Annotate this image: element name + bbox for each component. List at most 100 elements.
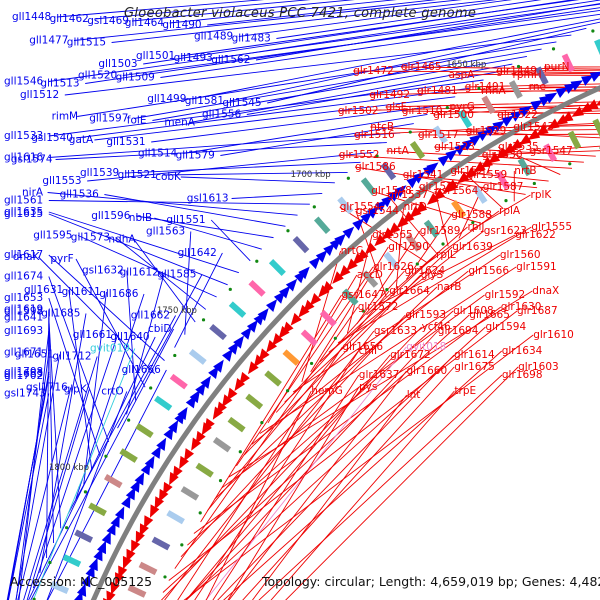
gene-label[interactable]: gll1693 bbox=[4, 325, 43, 337]
gene-label[interactable]: gsr1647 bbox=[342, 289, 385, 301]
gene-label[interactable]: nrtB bbox=[514, 165, 536, 177]
gene-label[interactable]: gll1553 bbox=[42, 175, 81, 187]
gene-label[interactable]: glr1491 bbox=[465, 81, 506, 93]
gene-label[interactable]: rplA bbox=[499, 205, 521, 217]
gene-label[interactable]: gll1616 bbox=[4, 152, 44, 164]
gene-label[interactable]: glr1532 bbox=[419, 181, 460, 193]
gene-label[interactable]: gll1617 bbox=[4, 249, 43, 261]
gene-label[interactable]: glr1465 bbox=[401, 61, 442, 73]
gene-label[interactable]: gll1686 bbox=[99, 288, 139, 300]
gene-label[interactable]: glr1675 bbox=[454, 361, 495, 373]
gene-label[interactable]: rimM bbox=[52, 111, 79, 123]
gene-label[interactable]: glr1529 bbox=[466, 125, 507, 137]
gene-label[interactable]: gll1635 bbox=[4, 206, 43, 218]
gene-label[interactable]: glr1610 bbox=[533, 329, 574, 341]
gene-label[interactable]: glr1516 bbox=[354, 129, 395, 141]
gene-label[interactable]: gll1651 bbox=[15, 349, 54, 361]
gene-label[interactable]: glr1523 bbox=[434, 141, 475, 153]
gene-label[interactable]: gll1512 bbox=[20, 89, 59, 101]
gene-label[interactable]: glr1586 bbox=[355, 161, 396, 173]
gene-label[interactable]: gll1662 bbox=[131, 310, 170, 322]
gene-label[interactable]: glr1472 bbox=[353, 65, 394, 77]
gene-label[interactable]: gll1520 bbox=[78, 70, 117, 82]
gene-label[interactable]: gll1702 bbox=[4, 370, 43, 382]
gene-label[interactable]: gll1539 bbox=[80, 167, 119, 179]
gene-label[interactable]: gsl1716 bbox=[26, 382, 68, 394]
gene-label[interactable]: glr1510 bbox=[402, 105, 443, 117]
gene-label[interactable]: nrtD bbox=[404, 201, 427, 213]
gene-label[interactable]: gll1615 bbox=[4, 208, 43, 220]
gene-label[interactable]: gsr1633 bbox=[374, 325, 417, 337]
gene-label[interactable]: nirA bbox=[22, 187, 44, 199]
gene-label[interactable]: rpmH bbox=[513, 69, 542, 81]
gene-label[interactable]: dnaK bbox=[13, 251, 41, 263]
gene-label[interactable]: gll1666 bbox=[122, 364, 162, 376]
gene-label[interactable]: glr1594 bbox=[486, 321, 527, 333]
gene-label[interactable]: glr1522 bbox=[497, 109, 538, 121]
gene-label[interactable]: gsr1547 bbox=[530, 145, 573, 157]
gene-label[interactable]: glr1698 bbox=[502, 369, 543, 381]
gene-label[interactable]: gll1477 bbox=[29, 35, 68, 47]
gene-label[interactable]: glr1527 bbox=[450, 165, 491, 177]
gene-label[interactable]: gll1581 bbox=[185, 95, 224, 107]
gene-label[interactable]: hemG bbox=[311, 385, 342, 397]
gene-label[interactable]: glr1608 bbox=[453, 305, 494, 317]
gene-label[interactable]: cobK bbox=[155, 171, 182, 183]
gene-label[interactable]: trpE bbox=[454, 385, 476, 397]
gene-label[interactable]: gsl1540 bbox=[31, 132, 73, 144]
gene-label[interactable]: glr1566 bbox=[468, 265, 509, 277]
gene-label[interactable]: rnhA bbox=[481, 85, 506, 97]
gene-label[interactable]: glr1622 bbox=[515, 229, 556, 241]
gene-label[interactable]: accD bbox=[357, 269, 383, 281]
gene-label[interactable]: gll1573 bbox=[71, 232, 110, 244]
gene-label[interactable]: glr1552 bbox=[339, 149, 380, 161]
gene-label[interactable]: glr1639 bbox=[452, 241, 493, 253]
rna-label[interactable]: gvit019 bbox=[90, 343, 130, 355]
gene-label[interactable]: glr1555 bbox=[531, 221, 572, 233]
gene-label[interactable]: gll1489 bbox=[194, 31, 233, 43]
gene-label[interactable]: gll1556 bbox=[202, 109, 242, 121]
gene-label[interactable]: glr1589 bbox=[420, 225, 461, 237]
gene-label[interactable]: glr1665 bbox=[469, 309, 510, 321]
gene-label[interactable]: pyrF bbox=[50, 253, 73, 265]
gene-label[interactable]: rplL bbox=[436, 249, 456, 261]
gene-label[interactable]: lnt bbox=[407, 389, 421, 401]
gene-label[interactable]: gll1661 bbox=[73, 329, 112, 341]
gene-label[interactable]: glr1590 bbox=[388, 241, 429, 253]
gene-label[interactable]: glr1660 bbox=[407, 365, 448, 377]
gene-label[interactable]: gll1509 bbox=[116, 72, 155, 84]
gene-label[interactable]: gll1579 bbox=[176, 150, 215, 162]
gene-label[interactable]: gll1612 bbox=[120, 267, 159, 279]
gene-label[interactable]: aspA bbox=[449, 69, 476, 81]
gene-label[interactable]: gll1653 bbox=[4, 292, 43, 304]
gene-label[interactable]: nblB bbox=[129, 212, 152, 224]
gene-label[interactable]: glr1664 bbox=[389, 285, 430, 297]
gene-label[interactable]: gll1562 bbox=[211, 54, 250, 66]
gene-label[interactable]: ndhA bbox=[108, 234, 136, 246]
gene-label[interactable]: gll1596 bbox=[91, 210, 131, 222]
gene-label[interactable]: glr1530 bbox=[482, 149, 523, 161]
gene-label[interactable]: glpK bbox=[64, 384, 88, 396]
gene-label[interactable]: folE bbox=[127, 115, 147, 127]
gene-label[interactable]: gll1515 bbox=[67, 37, 106, 49]
gene-label[interactable]: glr1560 bbox=[500, 249, 541, 261]
gene-label[interactable]: glr1548 bbox=[371, 185, 412, 197]
gene-label[interactable]: glr1535 bbox=[498, 141, 539, 153]
gene-label[interactable]: glr1634 bbox=[502, 345, 543, 357]
gene-label[interactable]: gll1611 bbox=[62, 286, 101, 298]
gene-label[interactable]: gll1674 bbox=[4, 271, 44, 283]
gene-label[interactable]: glr1541 bbox=[403, 169, 444, 181]
gene-label[interactable]: gll1598 bbox=[4, 306, 43, 318]
gene-label[interactable]: glr1492 bbox=[369, 89, 410, 101]
gene-label[interactable]: gll1595 bbox=[33, 230, 72, 242]
gene-label[interactable]: gsl1574 bbox=[11, 154, 53, 166]
gene-label[interactable]: gsr1623 bbox=[484, 225, 527, 237]
gene-label[interactable]: rplK bbox=[531, 189, 553, 201]
gene-label[interactable]: glr1572 bbox=[358, 301, 399, 313]
rna-label[interactable]: gvit018 bbox=[406, 341, 446, 353]
gene-label[interactable]: gll1561 bbox=[4, 195, 43, 207]
gene-label[interactable]: gll1671 bbox=[4, 347, 43, 359]
gene-label[interactable]: narB bbox=[437, 281, 462, 293]
gene-label[interactable]: gll1631 bbox=[24, 284, 63, 296]
gene-label[interactable]: gll1619 bbox=[4, 304, 43, 316]
